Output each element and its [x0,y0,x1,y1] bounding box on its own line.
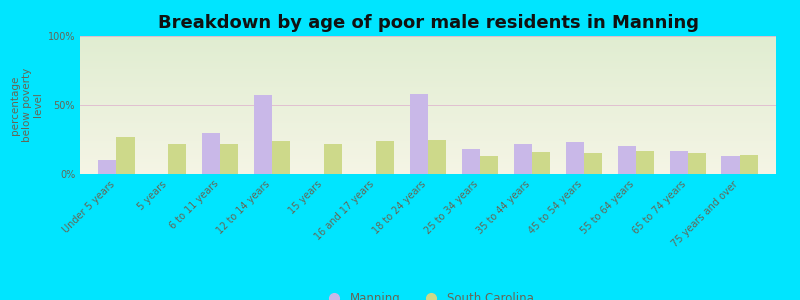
Bar [514,144,532,174]
Bar [462,149,480,174]
Bar [202,133,220,174]
Bar [220,144,238,174]
Bar [532,152,550,174]
Bar [254,95,272,174]
Bar [98,160,116,174]
Bar [688,153,706,174]
Y-axis label: percentage
below poverty
level: percentage below poverty level [10,68,43,142]
Bar [272,141,290,174]
Bar [584,153,602,174]
Bar [670,151,688,174]
Bar [722,156,740,174]
Legend: Manning, South Carolina: Manning, South Carolina [318,287,538,300]
Bar [480,156,498,174]
Bar [428,140,446,174]
Bar [116,137,134,174]
Bar [740,155,758,174]
Title: Breakdown by age of poor male residents in Manning: Breakdown by age of poor male residents … [158,14,698,32]
Bar [324,144,342,174]
Bar [636,151,654,174]
Bar [566,142,584,174]
Bar [168,144,186,174]
Bar [376,141,394,174]
Bar [618,146,636,174]
Bar [410,94,428,174]
